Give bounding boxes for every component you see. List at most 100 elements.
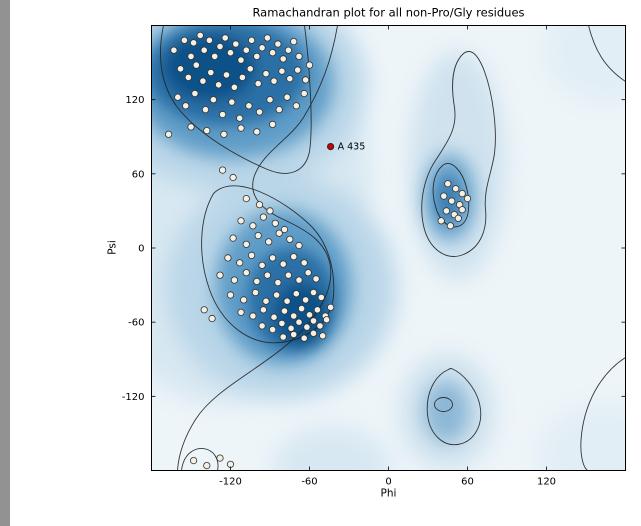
residue-point <box>262 297 270 305</box>
contour-beta-inner <box>160 25 312 174</box>
residue-point <box>229 234 237 242</box>
residue-point <box>309 288 318 297</box>
residue-point <box>284 271 292 279</box>
residue-point <box>303 323 311 331</box>
residue-point <box>214 81 223 89</box>
residue-point <box>287 324 295 332</box>
scatter-points-layer: A 435 <box>165 31 472 470</box>
residue-point <box>219 166 227 174</box>
density-background <box>151 25 626 471</box>
residue-point <box>298 304 306 313</box>
residue-point <box>245 102 253 110</box>
residue-point <box>165 130 173 138</box>
residue-point <box>278 319 286 327</box>
residue-point <box>295 318 303 326</box>
y-tick-label: 60 <box>132 169 145 180</box>
residue-point <box>263 34 272 42</box>
residue-point <box>294 66 302 74</box>
residue-point <box>458 190 466 198</box>
residue-point <box>249 312 257 320</box>
residue-point <box>236 114 244 122</box>
residue-point <box>226 49 235 57</box>
residue-point <box>230 83 239 91</box>
residue-point <box>242 195 250 203</box>
residue-point <box>205 36 214 44</box>
residue-point <box>305 311 314 319</box>
residue-point <box>312 275 320 283</box>
y-tick-label: -60 <box>128 318 144 329</box>
residue-point <box>207 68 215 77</box>
residue-point <box>253 277 261 285</box>
residue-point <box>237 56 245 64</box>
residue-point <box>454 214 462 222</box>
residue-point <box>221 34 229 42</box>
contour-bottomright-outer <box>426 368 482 446</box>
residue-point <box>216 271 224 279</box>
residue-point <box>302 76 310 84</box>
residue-point <box>189 456 198 465</box>
plot-title: Ramachandran plot for all non-Pro/Gly re… <box>252 6 524 20</box>
residue-point <box>258 44 266 52</box>
residue-point <box>196 31 204 39</box>
residue-point <box>237 124 245 132</box>
residue-point <box>184 73 193 82</box>
residue-point <box>452 185 460 193</box>
residue-point <box>254 79 262 88</box>
residue-point <box>290 253 298 261</box>
contour-topright <box>588 25 626 82</box>
residue-point <box>259 213 268 221</box>
residue-point <box>442 207 450 215</box>
residue-point <box>286 235 294 243</box>
residue-point <box>191 89 199 98</box>
residue-point <box>266 207 274 215</box>
residue-point <box>270 313 278 321</box>
residue-point <box>253 52 261 60</box>
residue-point <box>201 106 210 114</box>
residue-point <box>279 333 287 341</box>
residue-point <box>192 61 200 69</box>
residue-point <box>275 106 283 114</box>
residue-point <box>237 308 245 316</box>
residue-point <box>280 225 289 234</box>
residue-point <box>180 36 189 44</box>
axis-ticks-layer: -120 -60 0 60 120 120 60 0 -60 -120 <box>122 25 626 488</box>
residue-point <box>208 314 216 323</box>
residue-point <box>279 260 287 268</box>
residue-point <box>200 306 208 314</box>
residue-point <box>269 49 277 57</box>
residue-point <box>274 40 282 48</box>
residue-point <box>266 96 274 104</box>
residue-point <box>216 454 224 462</box>
residue-point <box>232 40 240 48</box>
residue-point <box>189 39 198 47</box>
contour-lalpha-outer <box>421 51 496 257</box>
residue-point <box>295 52 303 60</box>
residue-point <box>220 130 228 138</box>
residue-point <box>458 206 466 214</box>
contour-outer-left <box>177 25 338 471</box>
residue-point <box>273 291 281 299</box>
residue-point <box>271 219 279 227</box>
residue-point <box>182 102 190 110</box>
residue-point <box>302 296 310 304</box>
x-tick-label: 120 <box>537 477 556 488</box>
residue-point <box>280 307 289 315</box>
residue-point <box>242 46 250 54</box>
residue-point <box>251 288 260 297</box>
residue-point <box>240 296 248 304</box>
residue-point <box>269 120 277 129</box>
residue-point <box>444 180 452 188</box>
residue-point <box>290 330 298 339</box>
residue-point <box>246 65 254 73</box>
residue-point <box>242 240 250 248</box>
residue-point <box>203 127 211 135</box>
contour-bottomright-corner <box>580 357 626 471</box>
residue-point <box>263 271 272 279</box>
residue-point <box>300 334 308 342</box>
residue-point <box>228 98 236 106</box>
residue-point <box>255 201 264 209</box>
residue-point <box>319 332 327 340</box>
residue-point <box>248 251 256 259</box>
y-tick-label: 0 <box>138 244 144 255</box>
residue-point <box>275 229 283 237</box>
